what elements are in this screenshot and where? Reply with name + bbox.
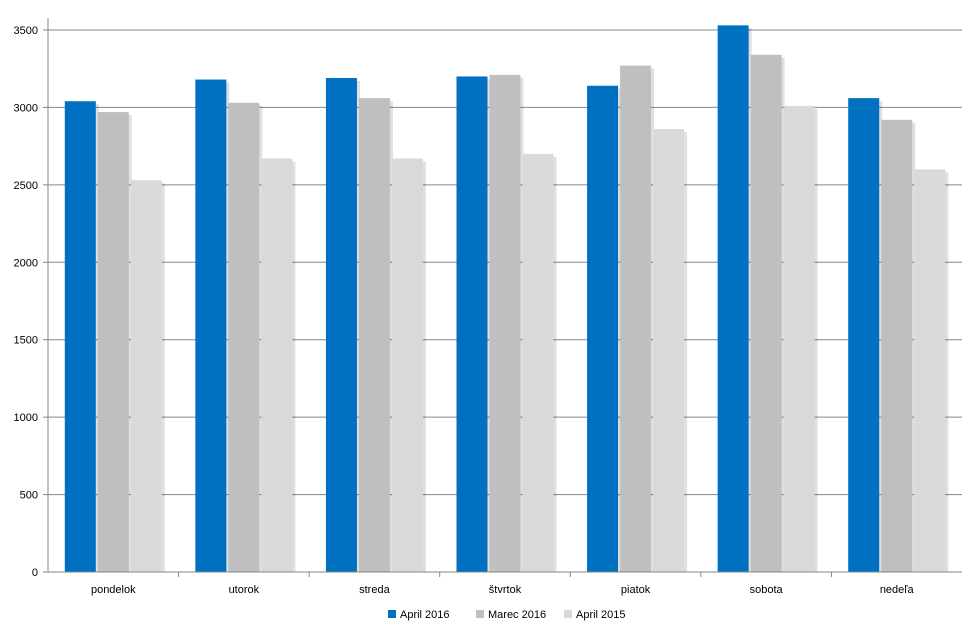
bar	[64, 101, 96, 572]
x-category-label: streda	[359, 584, 390, 596]
x-category-label: sobota	[750, 584, 784, 596]
bar	[750, 54, 782, 572]
bar	[717, 25, 749, 572]
x-category-label: piatok	[621, 584, 651, 596]
legend-swatch	[388, 610, 396, 618]
y-tick-label: 3500	[14, 25, 38, 37]
bar	[522, 153, 554, 572]
legend-label: April 2015	[576, 609, 626, 621]
y-tick-label: 500	[20, 490, 38, 502]
bar	[881, 119, 913, 573]
bar	[783, 105, 815, 572]
bar	[261, 158, 293, 572]
bar	[130, 180, 162, 572]
tick-labels: 0 500 1000 1500 2000 2500 3000 3500 pondelok utor…	[14, 25, 915, 596]
bar	[653, 129, 685, 572]
y-tick-label: 3000	[14, 102, 38, 114]
bars	[64, 25, 949, 573]
legend-swatch	[564, 610, 572, 618]
bar	[195, 79, 227, 572]
y-tick-label: 1500	[14, 335, 38, 347]
bar	[358, 98, 390, 572]
bar	[914, 169, 946, 572]
axes	[43, 18, 962, 577]
x-category-label: utorok	[229, 584, 260, 596]
y-tick-label: 2500	[14, 180, 38, 192]
x-category-label: pondelok	[91, 584, 136, 596]
y-tick-label: 0	[32, 567, 38, 579]
bar	[228, 102, 260, 572]
y-tick-label: 1000	[14, 412, 38, 424]
bar	[456, 76, 488, 572]
bar	[848, 98, 880, 572]
legend-label: April 2016	[400, 609, 450, 621]
bar	[587, 85, 619, 573]
bar	[620, 65, 652, 573]
x-category-label: nedeľa	[880, 584, 915, 596]
legend: April 2016 Marec 2016 April 2015	[388, 609, 626, 621]
bar	[489, 74, 521, 572]
bar	[325, 78, 357, 573]
bar	[391, 158, 423, 572]
legend-label: Marec 2016	[488, 609, 546, 621]
legend-swatch	[476, 610, 484, 618]
y-tick-label: 2000	[14, 257, 38, 269]
bar	[97, 112, 129, 573]
x-category-label: štvrtok	[489, 584, 522, 596]
